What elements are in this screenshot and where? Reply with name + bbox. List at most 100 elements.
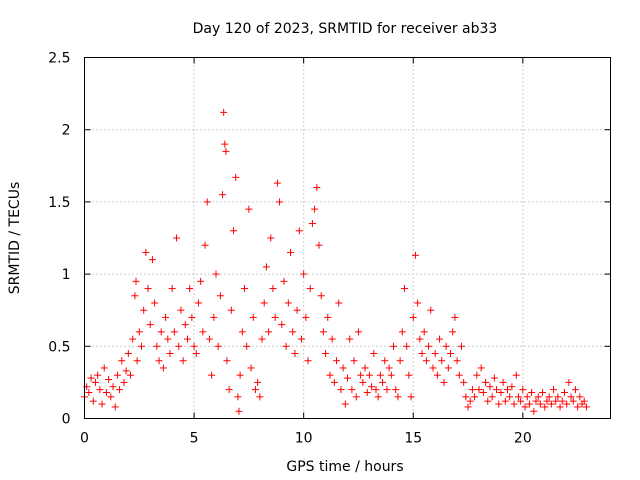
data-point	[560, 389, 568, 397]
data-point	[525, 400, 533, 408]
data-point	[293, 306, 301, 314]
data-point	[313, 183, 321, 191]
data-point	[289, 328, 297, 336]
data-point	[350, 357, 358, 365]
data-point	[142, 248, 150, 256]
data-point	[256, 393, 264, 401]
data-point	[379, 378, 387, 386]
data-point	[179, 357, 187, 365]
data-point	[146, 321, 154, 329]
data-point	[582, 403, 590, 411]
data-point	[479, 389, 487, 397]
data-point	[295, 227, 303, 235]
data-point	[124, 350, 132, 358]
data-point	[532, 397, 540, 405]
data-point	[159, 364, 167, 372]
data-point	[222, 147, 230, 155]
data-point	[433, 371, 441, 379]
data-point	[254, 378, 262, 386]
data-point	[368, 383, 376, 391]
data-point	[282, 342, 290, 350]
data-point	[300, 270, 308, 278]
data-point	[420, 328, 428, 336]
data-point	[116, 386, 124, 394]
data-point	[133, 357, 141, 365]
data-point	[372, 386, 380, 394]
data-point	[100, 364, 108, 372]
data-point	[330, 378, 338, 386]
data-point	[197, 277, 205, 285]
data-point	[495, 400, 503, 408]
data-point	[574, 403, 582, 411]
data-point	[466, 397, 474, 405]
data-point	[455, 371, 463, 379]
data-point	[238, 328, 246, 336]
data-point	[131, 292, 139, 300]
data-point	[324, 313, 332, 321]
data-point	[173, 234, 181, 242]
data-point	[265, 328, 273, 336]
x-axis-ticks: 0 5 10 15 20	[80, 57, 532, 447]
data-point	[359, 378, 367, 386]
x-tick-label: 15	[404, 431, 422, 447]
data-point	[184, 335, 192, 343]
data-point	[556, 403, 564, 411]
y-axis-ticks: 0 0.5 1 1.5 2 2.5	[48, 51, 611, 428]
data-point	[464, 403, 472, 411]
data-point	[468, 386, 476, 394]
data-point	[447, 350, 455, 358]
data-point	[341, 400, 349, 408]
data-point	[558, 397, 566, 405]
data-point	[188, 313, 196, 321]
data-point	[569, 397, 577, 405]
data-point	[148, 256, 156, 264]
data-point	[344, 374, 351, 382]
data-point	[436, 335, 444, 343]
data-point	[361, 364, 369, 372]
data-point	[251, 386, 259, 394]
data-point	[216, 292, 224, 300]
y-tick-label: 0	[62, 412, 71, 428]
data-point	[120, 378, 128, 386]
data-point	[94, 371, 102, 379]
data-point	[157, 328, 165, 336]
data-point	[400, 285, 408, 293]
data-point	[523, 393, 531, 401]
data-point	[291, 350, 299, 358]
data-point	[462, 393, 470, 401]
data-point	[337, 386, 345, 394]
data-point	[381, 357, 389, 365]
data-point	[315, 241, 323, 249]
y-tick-label: 2	[62, 123, 71, 139]
data-point	[219, 191, 227, 199]
data-point	[308, 220, 316, 228]
data-point	[346, 335, 354, 343]
data-point	[236, 371, 244, 379]
data-point	[429, 364, 437, 372]
data-point	[517, 397, 525, 405]
data-point	[442, 342, 450, 350]
data-point	[107, 393, 115, 401]
data-point	[484, 397, 492, 405]
data-point	[235, 407, 243, 415]
x-tick-label: 5	[190, 431, 199, 447]
data-point	[539, 389, 547, 397]
data-point	[493, 386, 501, 394]
data-point	[175, 342, 183, 350]
x-tick-label: 20	[514, 431, 532, 447]
data-point	[425, 342, 433, 350]
data-point	[519, 386, 527, 394]
y-axis-label: SRMTID / TECUs	[7, 182, 23, 295]
x-tick-label: 0	[80, 431, 89, 447]
data-point	[227, 306, 235, 314]
data-point	[258, 335, 266, 343]
data-point	[111, 403, 119, 411]
data-point	[512, 371, 520, 379]
data-point	[85, 389, 93, 397]
data-point	[280, 277, 288, 285]
data-point	[214, 342, 222, 350]
data-point	[155, 357, 163, 365]
data-point	[385, 364, 393, 372]
data-point	[486, 383, 494, 391]
data-point	[394, 393, 402, 401]
